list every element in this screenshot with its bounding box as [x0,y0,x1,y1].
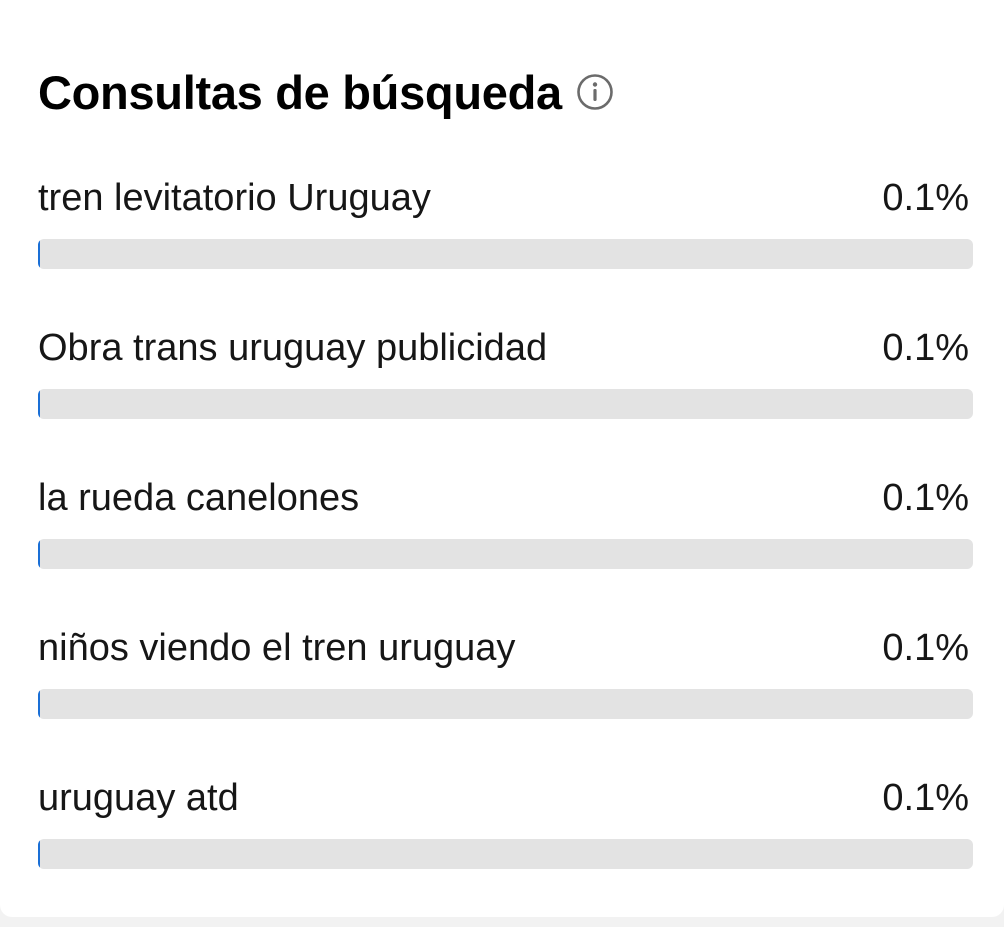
query-row: Obra trans uruguay publicidad 0.1% [38,325,973,425]
card-header: Consultas de búsqueda [38,62,614,122]
query-row: la rueda canelones 0.1% [38,475,973,575]
query-bar-fill [38,689,40,719]
query-label: tren levitatorio Uruguay [38,177,431,219]
query-label: uruguay atd [38,777,239,819]
query-percentage: 0.1% [882,327,969,369]
query-row: uruguay atd 0.1% [38,775,973,875]
query-percentage: 0.1% [882,627,969,669]
query-bar-fill [38,389,40,419]
info-circle-icon[interactable] [576,73,614,111]
query-percentage: 0.1% [882,477,969,519]
card-title: Consultas de búsqueda [38,65,562,119]
query-bar-fill [38,839,40,869]
query-label: la rueda canelones [38,477,360,519]
query-bar-track [38,539,973,569]
query-bar-track [38,839,973,869]
query-row: niños viendo el tren uruguay 0.1% [38,625,973,725]
query-bar-fill [38,239,40,269]
query-percentage: 0.1% [882,177,969,219]
query-bar-track [38,389,973,419]
query-row: tren levitatorio Uruguay 0.1% [38,175,973,275]
query-bar-fill [38,539,40,569]
query-label: niños viendo el tren uruguay [38,627,516,669]
query-percentage: 0.1% [882,777,969,819]
query-bar-track [38,239,973,269]
query-bar-track [38,689,973,719]
query-label: Obra trans uruguay publicidad [38,327,548,369]
